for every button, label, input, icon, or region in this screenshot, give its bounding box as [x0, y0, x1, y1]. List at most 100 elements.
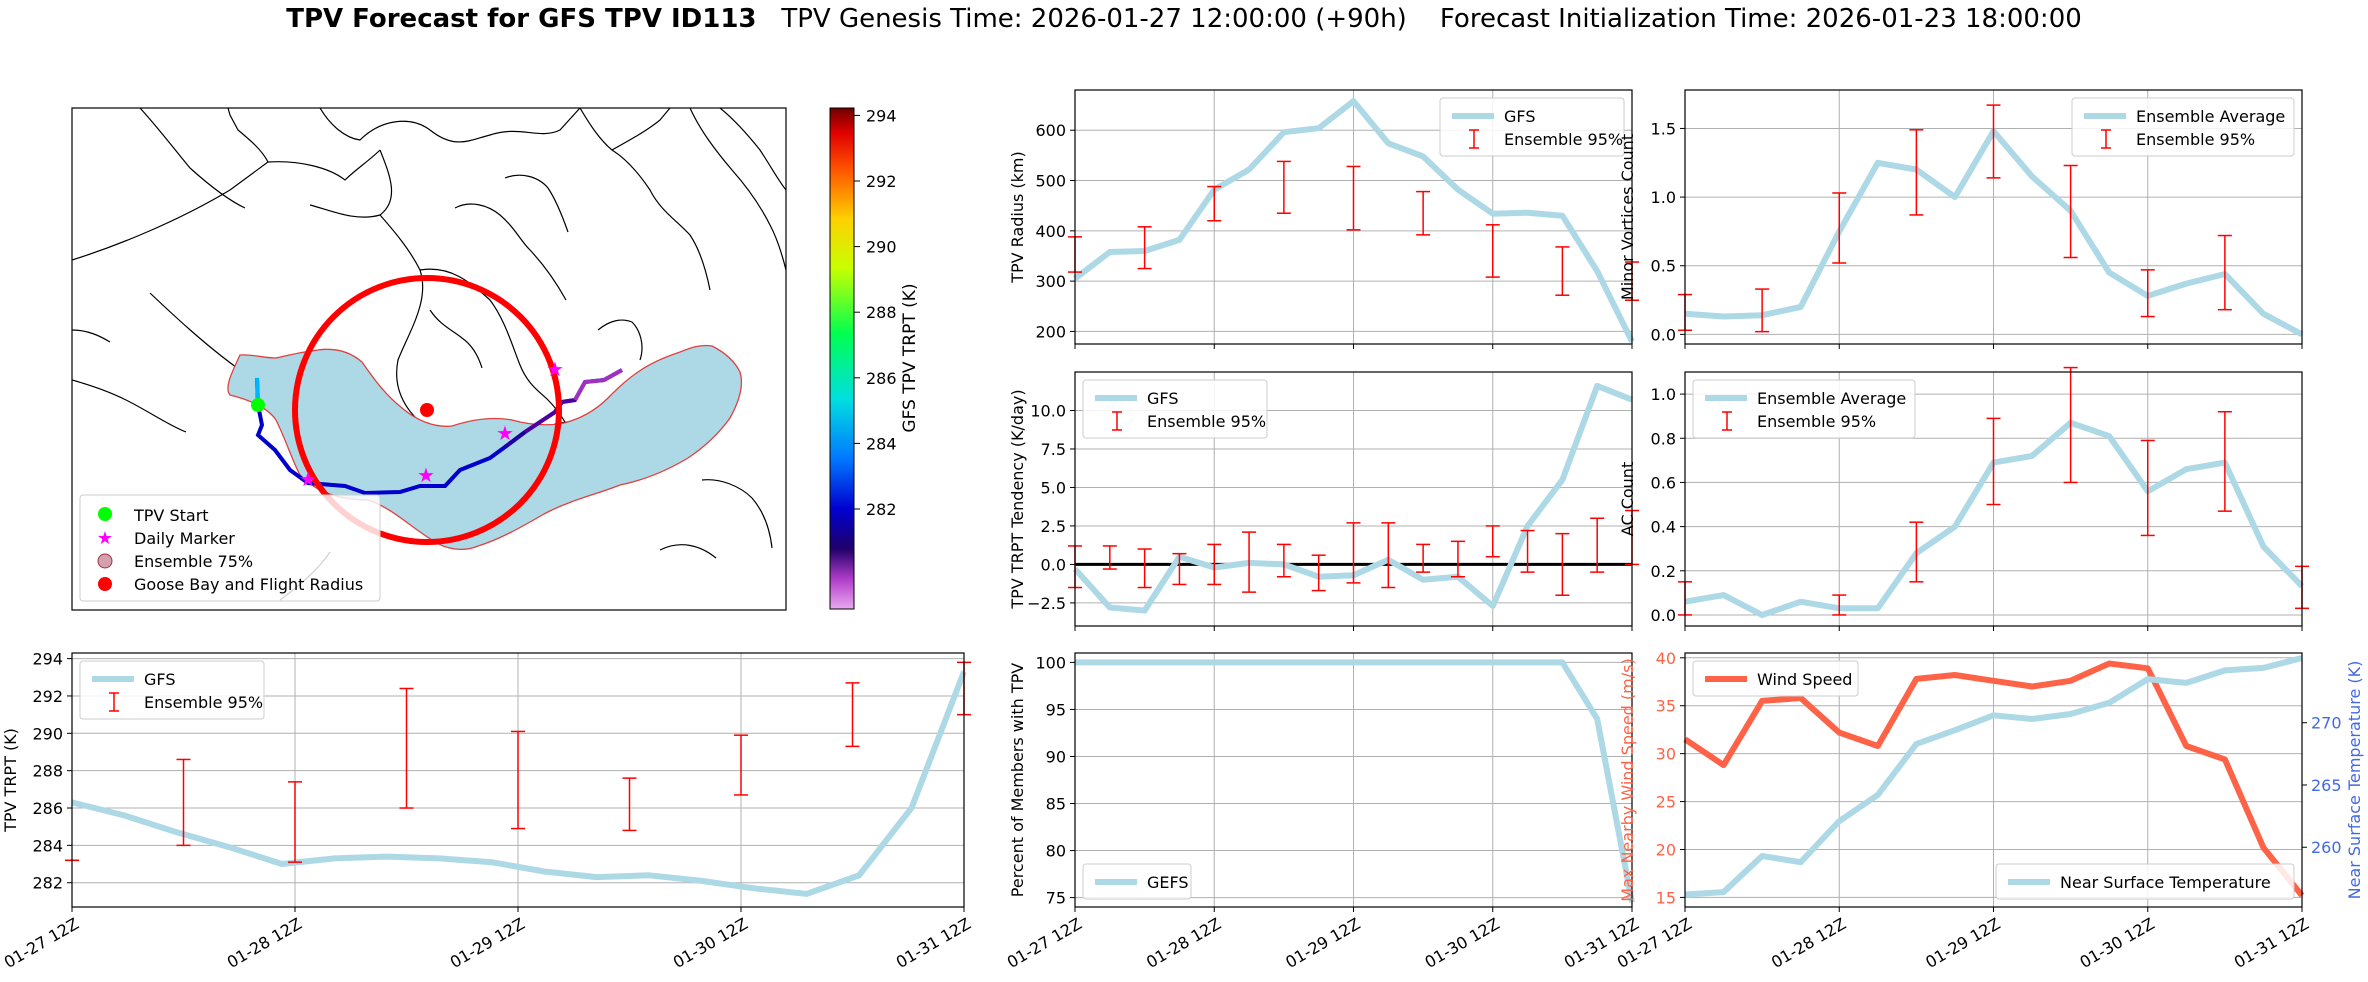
panel-minor: 0.0 0.5 1.0 1.5 Minor Vortices Count Ensemble…	[1618, 89, 2304, 349]
xtick-label: 01-30 12Z	[670, 914, 751, 972]
ytick-label: 0.8	[1651, 429, 1676, 448]
ytick-label: 1.0	[1651, 385, 1676, 404]
series-line-percent	[1075, 659, 1635, 903]
y-axis-label: Percent of Members with TPV	[1008, 663, 1027, 897]
xtick-label: 01-29 12Z	[447, 914, 528, 972]
ytick-label: 90	[1046, 747, 1066, 766]
y-axis-label: AC Count	[1618, 462, 1637, 536]
ytick-label: 0.0	[1651, 606, 1676, 625]
colorbar-label: GFS TPV TRPT (K)	[900, 283, 920, 432]
panel-radius: 200 300 400 500 600 TPV Radius (km) GFS Ensembl…	[1008, 89, 1639, 349]
legend: Ensemble Average Ensemble 95%	[2071, 97, 2295, 157]
legend: Ensemble Average Ensemble 95%	[1692, 379, 1916, 439]
map-legend-box	[79, 494, 381, 602]
daily-marker-1: ★	[299, 467, 317, 491]
legend-goosebay-label: Goose Bay and Flight Radius	[134, 575, 363, 594]
y-axis-label: Max Nearby Wind Speed (m/s)	[1618, 658, 1637, 901]
flight-radius-circle	[292, 275, 562, 545]
legend-daily-label: Daily Marker	[134, 529, 235, 548]
ytick-label: 290	[32, 724, 63, 743]
ytick-label: 286	[32, 799, 63, 818]
legend: Wind Speed	[1692, 660, 1859, 697]
y-axis-label: TPV TRPT (K)	[1, 728, 20, 833]
panel-percent: 75 80 85 90 95 100 01-27 12Z 01-28 12Z 01-29 12Z…	[1004, 652, 1642, 972]
title-genesis: TPV Genesis Time: 2026-01-27 12:00:00 (+…	[781, 4, 1407, 34]
ytick-label: 0.0	[1651, 325, 1676, 344]
y2tick-label: 265	[2311, 776, 2342, 795]
ytick-label: 40	[1656, 649, 1676, 668]
ytick-label: 284	[32, 836, 63, 855]
xtick-label: 01-27 12Z	[1004, 914, 1085, 972]
figure-title: TPV Forecast for GFS TPV ID113 TPV Genes…	[0, 4, 2368, 34]
map-legend: TPV Start ★ Daily Marker Ensemble 75% Go…	[79, 494, 381, 602]
legend-ensemble-icon	[97, 553, 113, 569]
legend-label: Near Surface Temperature	[2060, 873, 2271, 892]
xtick-label: 01-31 12Z	[893, 914, 974, 972]
ytick-label: 0.2	[1651, 562, 1676, 581]
legend: GEFS	[1082, 863, 1192, 900]
panel-ac: 0.0 0.2 0.4 0.6 0.8 1.0 AC Count Ensemble Avera…	[1618, 366, 2309, 631]
ytick-label: 75	[1046, 889, 1066, 908]
xtick-label: 01-29 12Z	[1282, 914, 1363, 972]
series-line-temperature	[1684, 655, 2303, 898]
ytick-label: 400	[1035, 222, 1066, 241]
y2tick-label: 270	[2311, 714, 2342, 733]
colorbar-tick-label: 290	[866, 238, 897, 257]
colorbar: 282 284 286 288 290 292 294 GFS TPV TRPT (K)	[829, 106, 920, 610]
ytick-label: 294	[32, 650, 63, 669]
y-axis-label: TPV Radius (km)	[1008, 151, 1027, 284]
ytick-label: −2.5	[1027, 594, 1066, 613]
legend-ensemble-label: Ensemble 75%	[134, 552, 253, 571]
legend-box	[1692, 660, 1859, 697]
ytick-label: 95	[1046, 700, 1066, 719]
title-init: Forecast Initialization Time: 2026-01-23…	[1439, 4, 2082, 34]
ytick-label: 30	[1656, 745, 1676, 764]
plot-frame	[1684, 371, 2303, 627]
plot-frame	[1074, 371, 1633, 627]
legend-box	[1692, 379, 1916, 439]
legend-label: Ensemble Average	[2136, 107, 2285, 126]
ytick-label: 7.5	[1041, 440, 1066, 459]
legend-box	[1082, 379, 1268, 439]
panel-trpt: 282 284 286 288 290 292 294 01-27 12Z 01-28 12Z 0…	[1, 650, 974, 972]
goose-bay-marker	[420, 403, 434, 417]
ytick-label: 100	[1035, 653, 1066, 672]
legend-box	[1439, 97, 1625, 157]
legend: Near Surface Temperature	[1995, 863, 2295, 900]
daily-marker-3: ★	[496, 421, 514, 445]
colorbar-tick-label: 292	[866, 172, 897, 191]
map-frame	[71, 107, 787, 611]
colorbar-tick-label: 284	[866, 434, 897, 453]
ytick-label: 80	[1046, 842, 1066, 861]
coastlines	[72, 108, 786, 601]
y-axis-label: Minor Vortices Count	[1618, 134, 1637, 300]
tpv-track-late-segment	[523, 398, 576, 434]
ytick-label: 0.0	[1041, 555, 1066, 574]
legend-label: Ensemble 95%	[2136, 130, 2255, 149]
plot-frame	[71, 652, 965, 908]
ytick-label: 15	[1656, 888, 1676, 907]
colorbar-tick-label: 282	[866, 500, 897, 519]
daily-marker-4: ★	[546, 357, 564, 381]
colorbar-gradient	[829, 107, 855, 610]
legend-start-icon	[98, 507, 112, 521]
legend-label: GFS	[1147, 389, 1178, 408]
daily-marker-2: ★	[417, 463, 435, 487]
tpv-start-marker	[251, 398, 265, 412]
colorbar-tick-label: 288	[866, 303, 897, 322]
legend-label: Ensemble 95%	[1147, 412, 1266, 431]
colorbar-tick-label: 294	[866, 106, 897, 125]
y2-axis-label: Near Surface Temperature (K)	[2345, 661, 2364, 900]
ytick-label: 85	[1046, 795, 1066, 814]
y-axis-label: TPV TRPT Tendency (K/day)	[1008, 389, 1027, 609]
ytick-label: 292	[32, 687, 63, 706]
ytick-label: 1.5	[1651, 119, 1676, 138]
ytick-label: 20	[1656, 840, 1676, 859]
plot-frame	[1074, 89, 1633, 345]
series-line-wind	[1683, 660, 2305, 898]
legend-label: Ensemble 95%	[1757, 412, 1876, 431]
legend-start-label: TPV Start	[133, 506, 209, 525]
legend-box	[79, 660, 265, 720]
